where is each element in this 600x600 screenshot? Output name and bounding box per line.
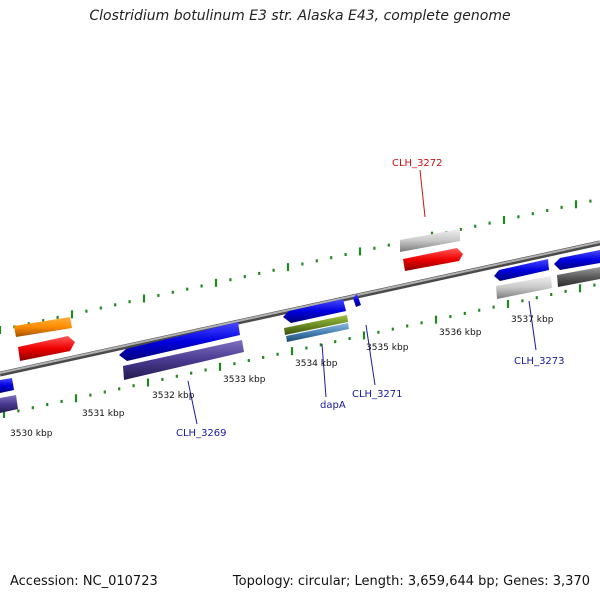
gene-feature-red-left[interactable] (18, 336, 75, 361)
lower-tick-track (2, 283, 596, 418)
kbp-label: 3532 kbp (152, 391, 195, 401)
map-title: Clostridium botulinum E3 str. Alaska E43… (89, 8, 511, 24)
kbp-label: 3535 kbp (366, 343, 409, 353)
gene-feature-blue-CLH_3273[interactable] (494, 259, 549, 281)
gene-label-CLH_3273[interactable]: CLH_3273 (514, 356, 565, 367)
gene-label-dapA[interactable]: dapA (320, 400, 346, 411)
leader-CLH_3272 (419, 169, 426, 218)
gene-feature-slate-CLH_3269[interactable] (123, 340, 244, 380)
gene-label-CLH_3272[interactable]: CLH_3272 (392, 158, 443, 169)
leader-dapA (321, 343, 327, 398)
leader-CLH_3273 (528, 300, 537, 351)
upper-tick-track (0, 199, 592, 334)
gene-label-CLH_3271[interactable]: CLH_3271 (352, 389, 403, 400)
leader-CLH_3271 (365, 324, 376, 386)
genome-backbone-highlight (0, 241, 600, 374)
gene-feature-blue-dapA[interactable] (283, 299, 346, 323)
gene-feature-red-CLH_3272[interactable] (403, 248, 463, 271)
gene-label-CLH_3269[interactable]: CLH_3269 (176, 428, 227, 439)
gene-feature-slate-edge[interactable] (0, 395, 18, 413)
kbp-label: 3533 kbp (223, 375, 266, 385)
kbp-label: 3534 kbp (295, 359, 338, 369)
topology-summary-text: Topology: circular; Length: 3,659,644 bp… (232, 574, 590, 589)
gene-feature-light-upper[interactable] (400, 229, 460, 252)
kbp-label: 3531 kbp (82, 409, 125, 419)
accession-text: Accession: NC_010723 (10, 574, 158, 589)
gene-feature-blue-small[interactable] (353, 294, 361, 307)
leader-CLH_3269 (187, 380, 198, 425)
kbp-label: 3536 kbp (439, 328, 482, 338)
gene-feature-blue-edge[interactable] (0, 378, 14, 393)
gene-feature-steel-dapA[interactable] (286, 323, 349, 342)
gene-feature-blue-CLH_3269[interactable] (119, 322, 240, 361)
gene-feature-dark-lower[interactable] (557, 267, 600, 287)
kbp-label: 3537 kbp (511, 315, 554, 325)
gene-feature-green-dapA[interactable] (284, 315, 348, 335)
gene-feature-light-lower[interactable] (496, 276, 552, 299)
kbp-label: 3530 kbp (10, 429, 53, 439)
gene-feature-orange[interactable] (14, 317, 72, 337)
gene-feature-blue-right[interactable] (554, 250, 600, 270)
